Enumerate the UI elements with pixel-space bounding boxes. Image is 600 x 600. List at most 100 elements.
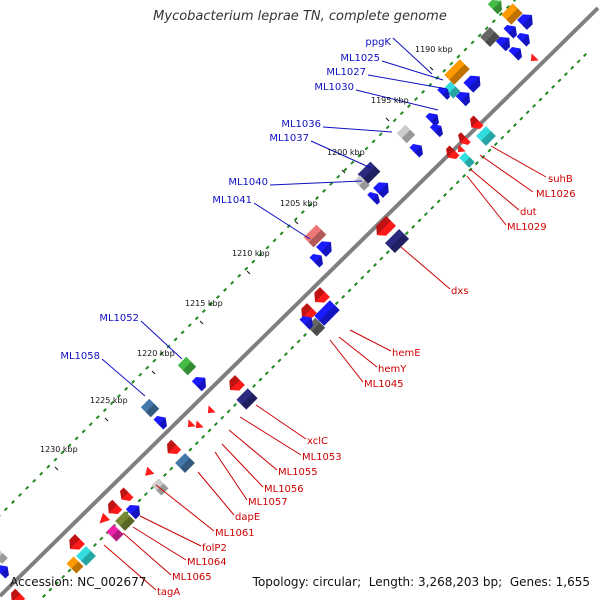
gene-feature-37	[314, 287, 330, 303]
leader-line-ML1057	[214, 451, 248, 501]
leader-line-tagA	[103, 544, 157, 591]
gene-label-ML1041: ML1041	[212, 195, 252, 206]
tick-mark-0-45	[194, 316, 199, 321]
accession-label: Accession:	[10, 575, 74, 589]
tick-mark-0-52	[145, 365, 150, 370]
gene-feature-21	[303, 224, 327, 248]
tick-mark-1-61	[194, 441, 199, 446]
tick-mark-0-61	[81, 429, 86, 434]
gene-feature-59	[66, 556, 84, 574]
gene-label-ML1037: ML1037	[269, 133, 309, 144]
tick-mark-0-65	[53, 457, 58, 462]
tick-mark-1-8	[532, 103, 537, 108]
gene-feature-6	[516, 33, 530, 47]
gene-label-ML1064: ML1064	[187, 557, 227, 568]
leader-line-suhB	[490, 145, 547, 178]
tick-mark-1-51	[258, 377, 263, 382]
tick-mark-0-0	[512, 0, 517, 3]
tick-mark-0-60	[88, 422, 93, 427]
leader-line-ML1029	[466, 175, 507, 226]
tick-mark-0-7	[463, 47, 468, 52]
tick-mark-1-10	[519, 116, 524, 121]
tick-mark-0-46	[187, 323, 192, 328]
leader-line-ML1064	[132, 526, 187, 561]
tick-mark-0-8	[456, 54, 461, 59]
leader-line-ML1041	[253, 202, 311, 240]
tick-mark-1-38	[341, 294, 346, 299]
length-label: Length:	[368, 575, 415, 589]
genome-backbone	[0, 6, 600, 598]
tick-mark-1-31	[385, 250, 390, 255]
gene-label-dut: dut	[520, 207, 537, 218]
tick-mark-1-52	[252, 383, 257, 388]
ruler-label: 1210 kbp	[232, 249, 270, 258]
tick-mark-0-3	[491, 19, 496, 24]
tick-mark-1-34	[366, 269, 371, 274]
tick-mark-0-15	[406, 104, 411, 109]
ruler-tick	[429, 66, 434, 71]
leader-line-ML1061	[155, 484, 215, 532]
gene-feature-7	[508, 47, 522, 61]
leader-line-xclC	[255, 404, 307, 440]
tick-mark-1-17	[474, 161, 479, 166]
tick-mark-0-34	[272, 238, 277, 243]
tick-mark-1-1	[576, 59, 581, 64]
gene-feature-57	[69, 534, 85, 550]
gene-feature-61	[0, 565, 9, 579]
tick-mark-0-39	[237, 273, 242, 278]
tick-mark-1-20	[455, 180, 460, 185]
leader-line-hemE	[349, 329, 392, 352]
tick-mark-1-22	[442, 193, 447, 198]
tick-mark-1-0	[582, 52, 588, 58]
gene-feature-56	[106, 524, 124, 542]
gene-label-ML1030: ML1030	[314, 82, 354, 93]
gene-feature-32	[446, 145, 460, 159]
tick-mark-0-26	[329, 181, 334, 186]
tick-mark-0-22	[357, 153, 362, 158]
ruler-tick	[54, 466, 59, 471]
tick-mark-0-17	[392, 118, 397, 123]
tick-mark-1-3	[563, 72, 568, 77]
tick-mark-0-16	[399, 111, 404, 116]
tick-mark-1-5	[551, 84, 556, 89]
gene-feature-12	[437, 87, 450, 100]
gene-feature-46	[187, 419, 196, 428]
tick-mark-1-48	[277, 358, 282, 363]
tick-mark-0-66	[46, 464, 51, 469]
tick-mark-1-14	[493, 142, 498, 147]
leader-line-ppgK	[392, 37, 433, 75]
tick-mark-0-20	[371, 139, 376, 144]
gene-feature-3	[480, 27, 500, 47]
tick-mark-0-4	[484, 26, 489, 31]
tick-mark-1-24	[430, 205, 435, 210]
gene-feature-45	[195, 420, 204, 429]
tick-mark-1-4	[557, 78, 562, 83]
tick-mark-1-26	[417, 218, 422, 223]
tick-mark-1-33	[372, 263, 377, 268]
tick-mark-1-82	[61, 574, 66, 579]
gene-feature-8	[444, 59, 470, 85]
tick-mark-0-42	[216, 294, 221, 299]
tick-mark-1-62	[188, 447, 193, 452]
gene-feature-14	[429, 124, 443, 138]
leader-line-dxs	[400, 246, 451, 290]
tick-mark-0-54	[131, 379, 136, 384]
gene-feature-39	[314, 300, 340, 326]
ruler-label: 1195 kbp	[371, 96, 409, 105]
tick-mark-0-1	[505, 5, 510, 10]
tick-mark-0-63	[67, 443, 72, 448]
gene-label-ML1057: ML1057	[248, 497, 288, 508]
accession-value: NC_002677	[77, 575, 147, 589]
ruler-tick	[199, 320, 204, 325]
leader-line-dapE	[197, 471, 235, 516]
gene-feature-47	[167, 439, 182, 454]
gene-label-ML1052: ML1052	[99, 313, 139, 324]
leader-line-ML1045	[329, 339, 364, 383]
gene-label-ML1065: ML1065	[172, 572, 212, 583]
gene-label-ML1027: ML1027	[326, 67, 366, 78]
tick-mark-1-45	[296, 339, 301, 344]
gene-feature-28	[476, 126, 496, 146]
tick-mark-0-9	[449, 61, 454, 66]
tick-mark-0-5	[477, 33, 482, 38]
